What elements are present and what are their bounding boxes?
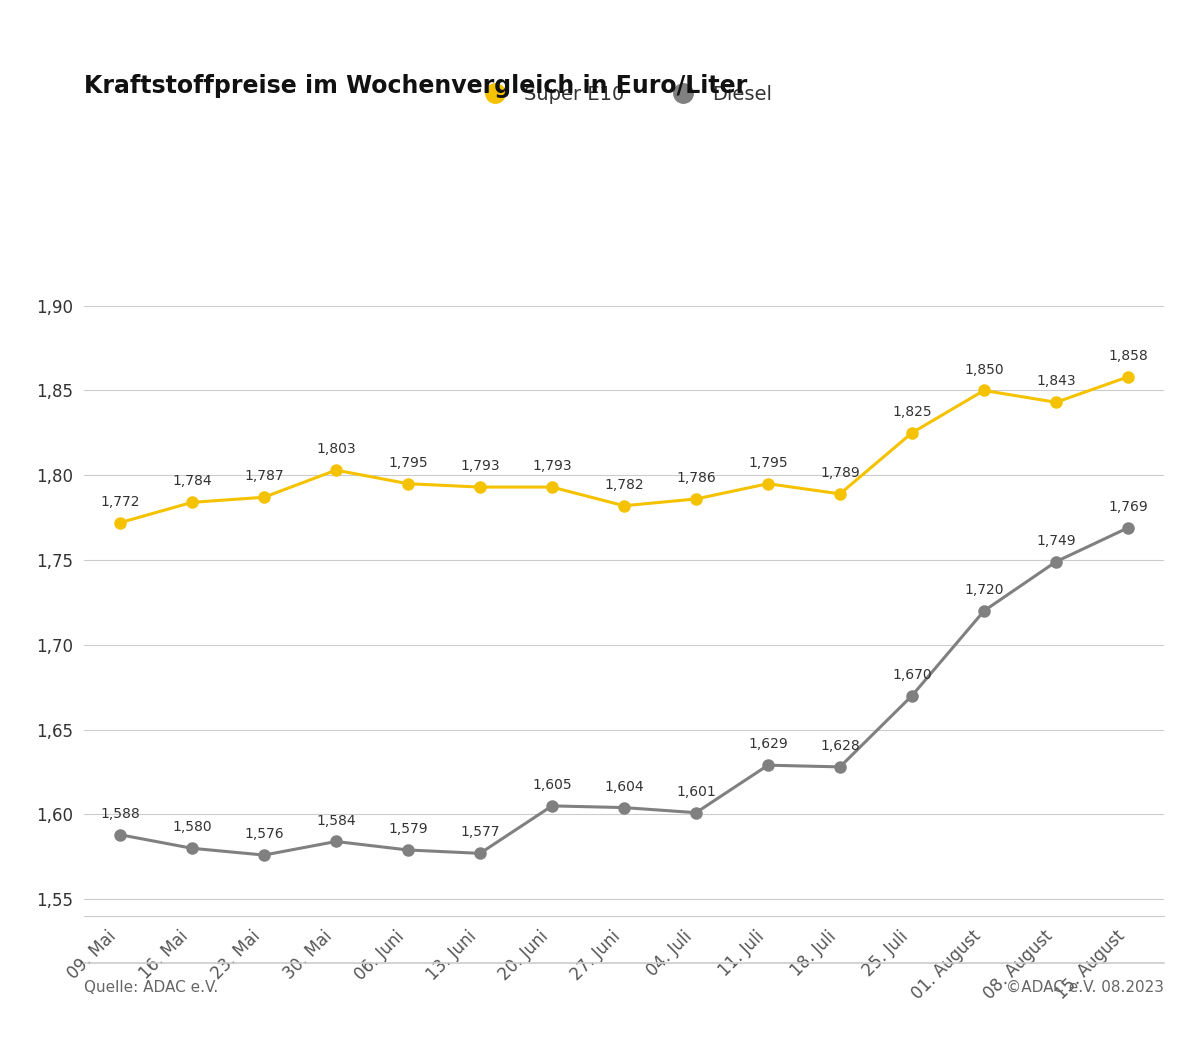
Text: 1,629: 1,629 xyxy=(748,737,788,751)
Text: 1,795: 1,795 xyxy=(748,456,788,470)
Text: 1,769: 1,769 xyxy=(1108,500,1148,514)
Text: Kraftstoffpreise im Wochenvergleich in Euro/Liter: Kraftstoffpreise im Wochenvergleich in E… xyxy=(84,74,748,98)
Text: 1,670: 1,670 xyxy=(892,668,932,681)
Text: 1,850: 1,850 xyxy=(964,362,1004,377)
Text: 1,793: 1,793 xyxy=(532,459,572,473)
Text: 1,786: 1,786 xyxy=(676,471,716,485)
Text: 1,803: 1,803 xyxy=(316,442,356,456)
Text: 1,577: 1,577 xyxy=(461,826,499,839)
Text: 1,588: 1,588 xyxy=(100,807,140,821)
Text: 1,601: 1,601 xyxy=(676,784,716,799)
Text: 1,795: 1,795 xyxy=(388,456,428,470)
Text: 1,858: 1,858 xyxy=(1108,349,1148,363)
Text: 1,628: 1,628 xyxy=(820,739,860,753)
Text: 1,584: 1,584 xyxy=(316,814,356,828)
Text: 1,772: 1,772 xyxy=(101,495,139,509)
Text: 1,749: 1,749 xyxy=(1036,534,1076,548)
Text: 1,789: 1,789 xyxy=(820,466,860,480)
Text: ©ADAC e.V. 08.2023: ©ADAC e.V. 08.2023 xyxy=(1006,980,1164,995)
Text: 1,825: 1,825 xyxy=(892,405,932,419)
Text: 1,579: 1,579 xyxy=(388,822,428,836)
Legend: Super E10, Diesel: Super E10, Diesel xyxy=(468,77,780,112)
Text: 1,604: 1,604 xyxy=(604,779,644,794)
Text: 1,720: 1,720 xyxy=(965,583,1003,597)
Text: 1,784: 1,784 xyxy=(172,475,212,489)
Text: 1,843: 1,843 xyxy=(1036,375,1076,389)
Text: Quelle: ADAC e.V.: Quelle: ADAC e.V. xyxy=(84,980,218,995)
Text: 1,793: 1,793 xyxy=(460,459,500,473)
Text: 1,787: 1,787 xyxy=(244,470,284,483)
Text: 1,605: 1,605 xyxy=(532,778,572,792)
Text: 1,580: 1,580 xyxy=(172,820,212,834)
Text: 1,576: 1,576 xyxy=(244,828,284,841)
Text: 1,782: 1,782 xyxy=(604,478,644,492)
